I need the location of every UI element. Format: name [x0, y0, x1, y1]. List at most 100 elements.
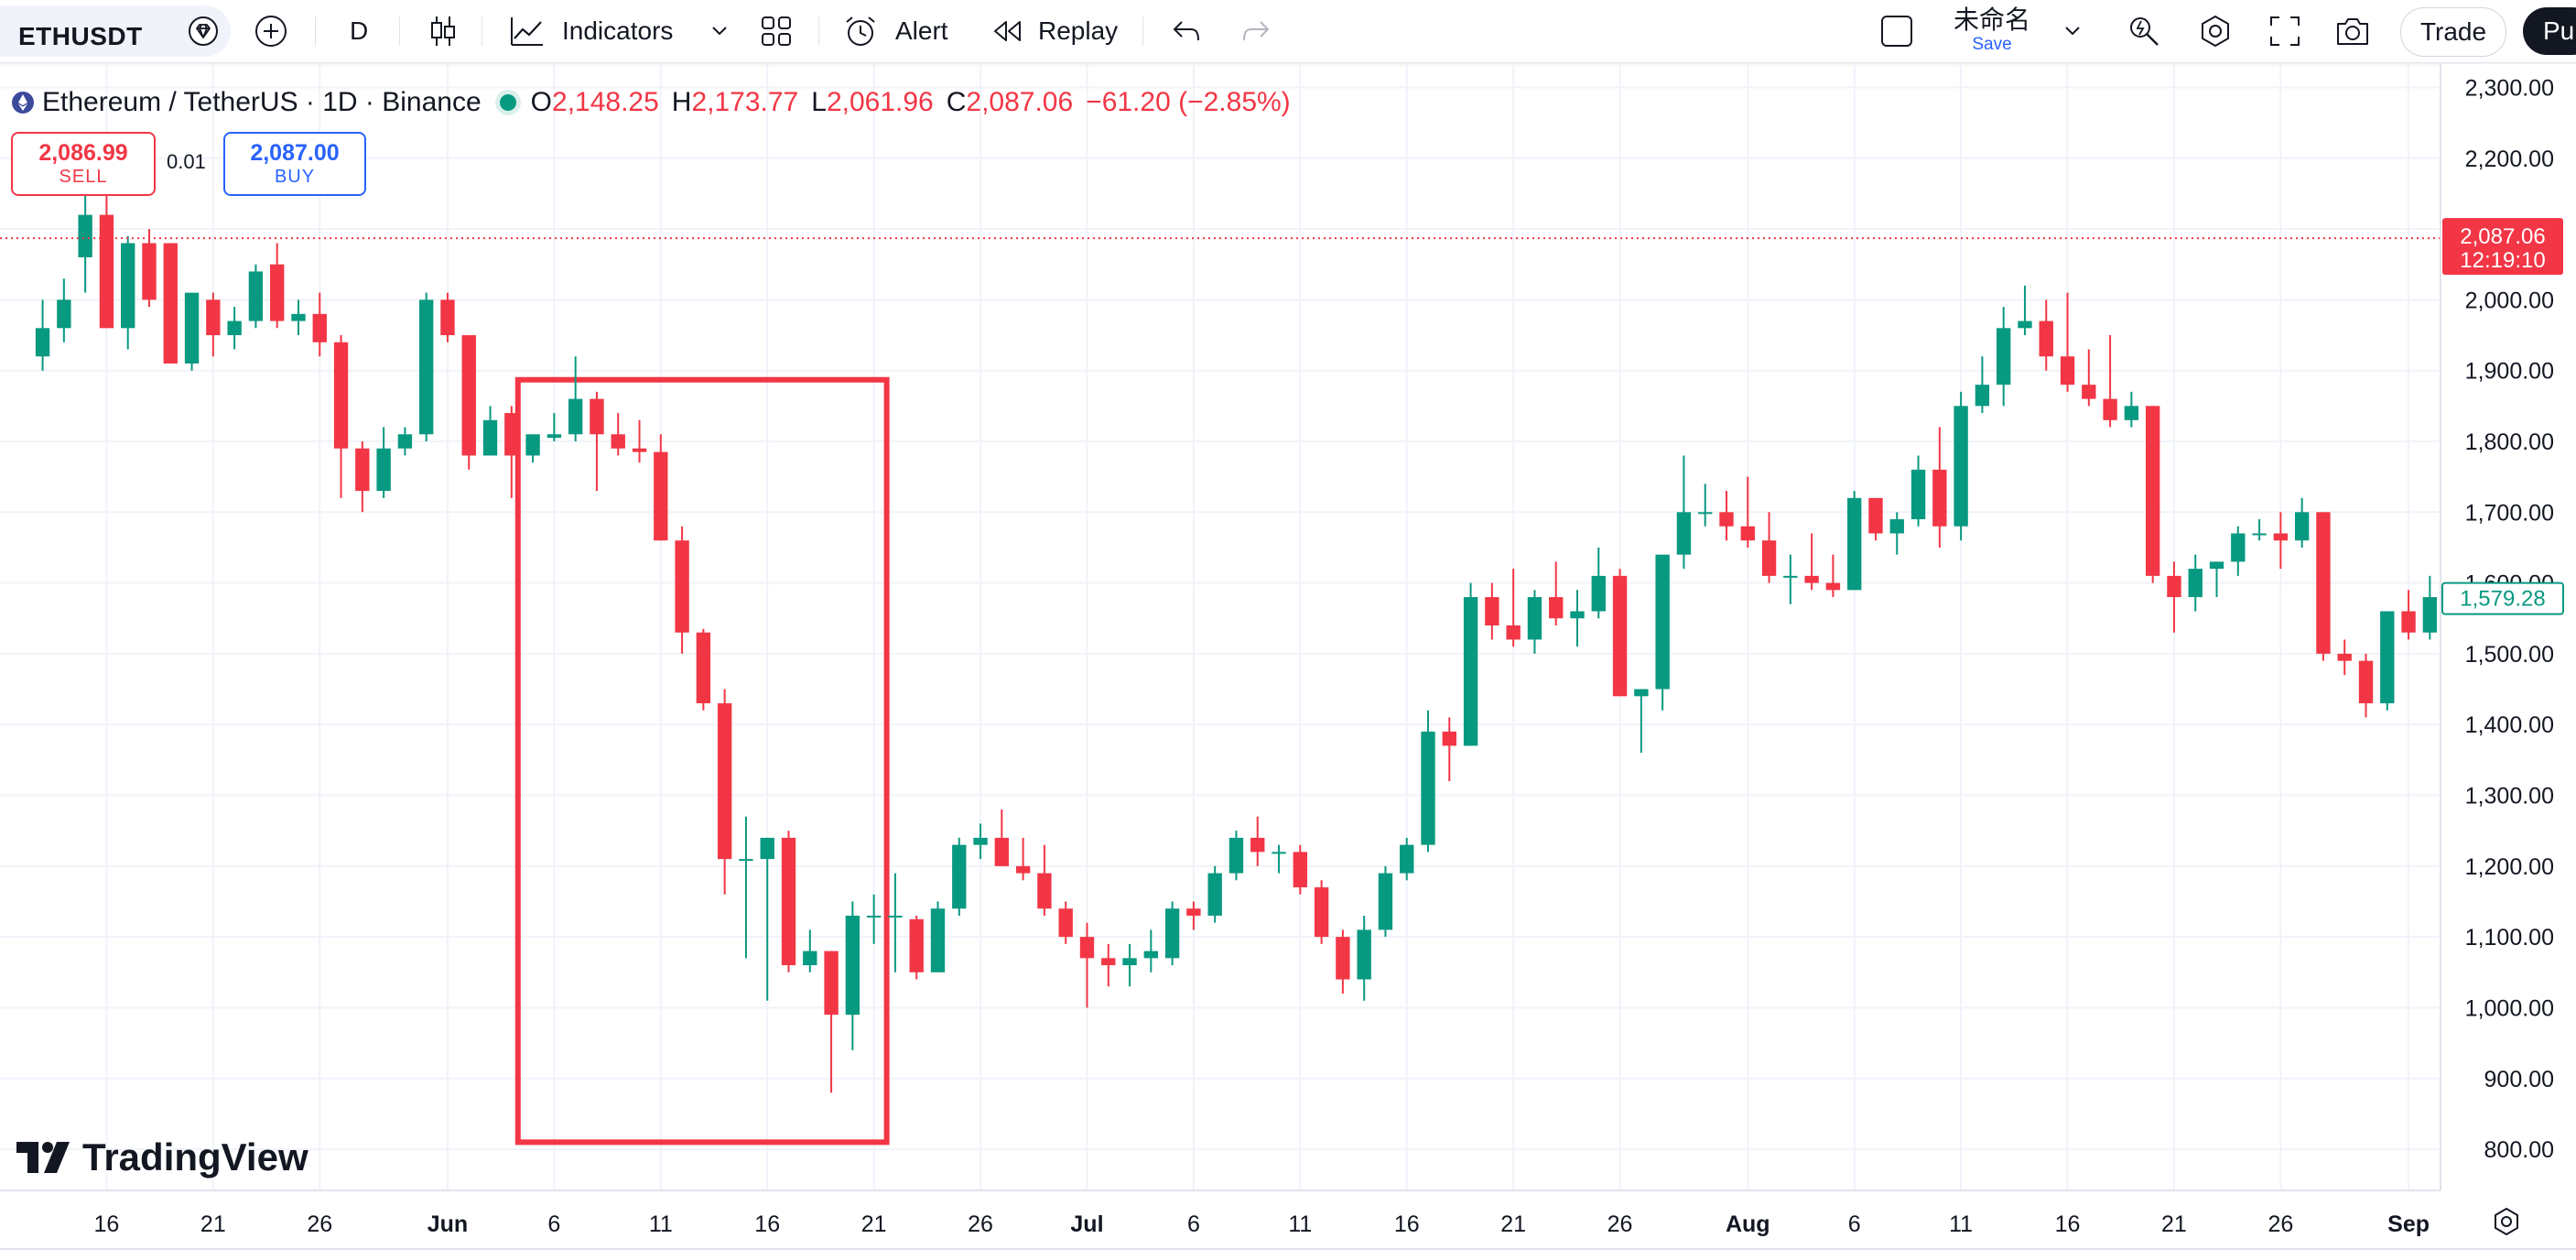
market-status-dot[interactable]: [499, 94, 516, 111]
time-tick-label: 6: [1187, 1211, 1200, 1237]
time-tick-label: 26: [968, 1211, 993, 1237]
replay-rewind-icon[interactable]: [989, 13, 1025, 49]
candle-body: [2380, 611, 2395, 704]
time-tick-label: 26: [2268, 1211, 2293, 1237]
compare-add-icon[interactable]: [253, 13, 289, 49]
publish-button[interactable]: Pu: [2523, 7, 2576, 55]
toolbar-divider: [1142, 16, 1143, 46]
candle: [1910, 455, 1926, 527]
candle: [611, 413, 625, 456]
price-tick-label: 1,000.00: [2465, 995, 2554, 1021]
candle: [2188, 554, 2203, 612]
symbol-title[interactable]: Ethereum / TetherUS · 1D · Binance: [42, 87, 482, 117]
rectangle-drawing-layer: [514, 376, 890, 1146]
time-tick-label: 6: [547, 1211, 560, 1237]
candle: [1549, 561, 1564, 625]
candle-body: [2316, 512, 2331, 654]
candle: [2145, 406, 2160, 583]
replay-button[interactable]: Replay: [1038, 16, 1119, 45]
last-price-label: 2,087.06: [2460, 224, 2545, 249]
sell-button[interactable]: 2,086.99 SELL: [11, 132, 156, 196]
layouts-grid-icon[interactable]: [758, 13, 795, 49]
candle-body: [803, 950, 817, 966]
candle: [1740, 476, 1755, 548]
candle-body: [675, 540, 689, 633]
candle-body: [1314, 887, 1329, 938]
candle: [1164, 901, 1180, 966]
interval-button[interactable]: D: [350, 16, 369, 45]
current-price-label-bg: [2441, 581, 2564, 615]
candle: [2231, 526, 2246, 576]
candle-body: [2209, 561, 2224, 570]
candle: [717, 689, 732, 895]
chart-grid: [0, 64, 2441, 1190]
candle-body: [418, 299, 434, 435]
toolbar-divider: [315, 16, 316, 46]
undo-icon[interactable]: [1168, 13, 1205, 49]
candle-body: [1272, 852, 1286, 854]
candle: [930, 901, 946, 972]
tradingview-logo[interactable]: TradingView: [16, 1135, 308, 1179]
candle-body: [2082, 385, 2096, 399]
time-tick-label: 26: [307, 1211, 332, 1237]
candle: [1058, 901, 1073, 944]
candle: [866, 894, 882, 944]
candle: [739, 816, 753, 959]
candle-body: [1143, 950, 1159, 959]
low-value: 2,061.96: [826, 87, 934, 117]
highlight-rectangle: [514, 376, 890, 1146]
camera-snapshot-icon[interactable]: [2334, 13, 2371, 49]
layout-name-group[interactable]: 未命名 Save: [1948, 5, 2036, 57]
layout-square-icon[interactable]: [1878, 13, 1915, 49]
price-tick-label: 2,200.00: [2465, 147, 2554, 172]
indicators-button[interactable]: Indicators: [562, 16, 674, 45]
candlestick-chart-icon[interactable]: [425, 13, 461, 49]
buy-button[interactable]: 2,087.00 BUY: [223, 132, 366, 196]
candle-body: [2231, 533, 2246, 562]
candle: [461, 335, 476, 470]
time-axis-settings-icon[interactable]: [2495, 1208, 2518, 1235]
candle-body: [57, 299, 71, 329]
candle: [2294, 497, 2310, 548]
candle: [760, 837, 774, 1001]
trade-button[interactable]: Trade: [2400, 7, 2506, 57]
alert-button[interactable]: Alert: [895, 16, 948, 45]
time-tick-label: 16: [754, 1211, 780, 1237]
candle-body: [1698, 512, 1713, 515]
time-tick-label: 26: [1607, 1211, 1633, 1237]
candle-body: [163, 243, 178, 364]
candle-body: [2145, 406, 2160, 576]
chevron-down-icon[interactable]: [701, 13, 738, 49]
candle-body: [1868, 497, 1883, 534]
candle-body: [717, 703, 732, 860]
candle-body: [1570, 611, 1585, 619]
countdown-label: 12:19:10: [2460, 248, 2545, 273]
candle-body: [248, 271, 264, 321]
redo-icon[interactable]: [1238, 13, 1274, 49]
tradingview-logo-text: TradingView: [82, 1135, 308, 1179]
candle: [845, 901, 860, 1050]
alarm-clock-icon[interactable]: [842, 13, 879, 49]
candle-body: [1910, 469, 1926, 520]
candle: [675, 526, 689, 654]
indicators-icon[interactable]: [509, 13, 546, 49]
candle: [1761, 512, 1777, 583]
candle: [2422, 575, 2438, 640]
quick-search-icon[interactable]: [2126, 13, 2162, 49]
settings-gear-icon[interactable]: [2197, 13, 2234, 49]
candle: [1122, 943, 1137, 987]
candle: [1825, 554, 1841, 598]
candle-body: [397, 434, 413, 449]
diamond-icon[interactable]: [185, 13, 222, 49]
spread-value: 0.01: [167, 150, 206, 173]
candle-body: [1336, 937, 1350, 980]
chevron-down-icon[interactable]: [2054, 13, 2091, 49]
time-tick-label: 11: [1288, 1211, 1312, 1237]
time-scale-bg[interactable]: [0, 1190, 2576, 1249]
fullscreen-icon[interactable]: [2267, 13, 2303, 49]
candle: [1314, 880, 1329, 944]
candle: [1485, 582, 1499, 640]
candle-body: [1228, 837, 1244, 874]
